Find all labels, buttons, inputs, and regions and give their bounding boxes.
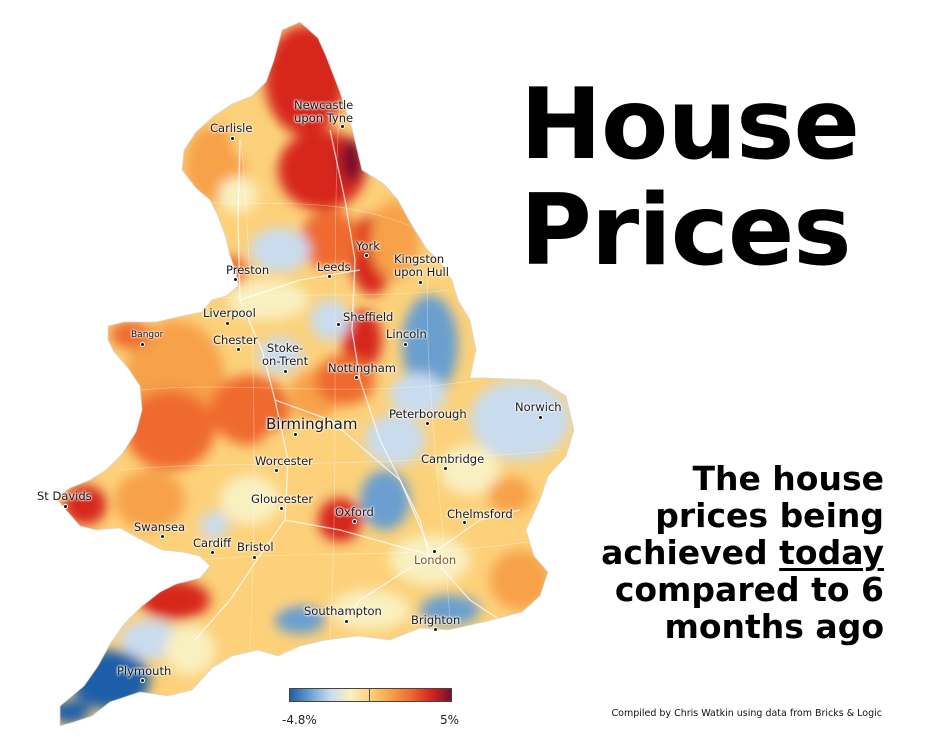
city-dot-cardiff [211,551,214,554]
city-label-swansea: Swansea [134,520,186,534]
city-label-stdavids: St Davids [37,489,92,503]
city-dot-bristol [253,556,256,559]
page-title: House Prices [520,72,920,284]
city-dot-birmingham [294,433,297,436]
city-label-sheffield: Sheffield [343,310,394,324]
subtitle-line-1: The house [692,459,884,498]
city-dot-swansea [161,535,164,538]
city-dot-cambridge [444,467,447,470]
city-label-southampton: Southampton [304,604,382,618]
credit-text: Compiled by Chris Watkin using data from… [611,708,883,719]
city-label-birmingham: Birmingham [266,415,358,433]
city-dot-chester [237,348,240,351]
city-label-chester: Chester [213,333,258,347]
city-label-cambridge: Cambridge [421,452,485,466]
city-label-chelmsford: Chelmsford [447,507,513,521]
city-dot-stdavids [64,505,67,508]
city-dot-lincoln [404,343,407,346]
city-dot-norwich [539,416,542,419]
subtitle-underlined-word: today [779,533,884,572]
city-label-carlisle: Carlisle [210,121,253,135]
title-line-house: House [520,68,860,182]
subtitle-line-5: months ago [664,607,884,646]
city-label-lincoln: Lincoln [386,327,427,341]
city-label-worcester: Worcester [255,454,313,468]
city-dot-worcester [275,469,278,472]
city-label-cardiff: Cardiff [193,536,232,550]
city-dot-southampton [345,620,348,623]
city-dot-nottingham [355,376,358,379]
subtitle-block: The house prices being achieved today co… [524,460,884,645]
city-label-leeds: Leeds [317,260,351,274]
city-label-bristol: Bristol [237,540,274,554]
subtitle-line-4: compared to 6 [614,570,884,609]
title-line-prices: Prices [520,174,852,288]
city-label-bangor: Bangor [131,330,164,340]
city-dot-liverpool [226,322,229,325]
city-label-oxford: Oxford [335,505,374,519]
city-label-liverpool: Liverpool [203,306,256,320]
city-dot-london [433,550,436,553]
subtitle-line-2: prices being [655,496,884,535]
city-label-kingston: Kingston upon Hull [394,252,449,279]
city-label-brighton: Brighton [411,613,461,627]
city-dot-plymouth [141,679,144,682]
city-dot-carlisle [231,137,234,140]
city-label-norwich: Norwich [515,400,562,414]
city-dot-peterborough [426,422,429,425]
city-label-preston: Preston [226,263,270,277]
city-label-york: York [356,239,380,253]
city-label-peterborough: Peterborough [389,407,467,421]
city-dot-sheffield [337,323,340,326]
city-dot-gloucester [280,507,283,510]
legend-color-bar [289,688,452,702]
city-dot-newcastle [341,125,344,128]
city-dot-oxford [353,520,356,523]
legend-midpoint-tick [369,688,370,702]
subtitle-line-3: achieved today [524,534,884,571]
legend-max-label: 5% [440,713,460,727]
city-dot-leeds [328,275,331,278]
city-dot-preston [234,278,237,281]
city-dot-bangor [141,343,144,346]
city-label-london: London [414,553,457,567]
city-label-newcastle: Newcastle upon Tyne [294,98,354,125]
city-dot-york [365,254,368,257]
city-label-stoke: Stoke- on-Trent [262,341,309,368]
subtitle-line-3-pre: achieved [601,533,780,572]
legend-min-label: -4.8% [282,713,317,727]
city-dot-kingston [419,281,422,284]
choropleth-map: Newcastle upon Tyne Carlisle York Kingst… [37,21,575,727]
city-label-plymouth: Plymouth [117,664,172,678]
city-dot-chelmsford [463,521,466,524]
city-label-nottingham: Nottingham [328,361,396,375]
city-dot-stoke [284,370,287,373]
city-dot-brighton [434,628,437,631]
city-label-gloucester: Gloucester [251,492,314,506]
england-wales-map-svg [55,21,575,727]
